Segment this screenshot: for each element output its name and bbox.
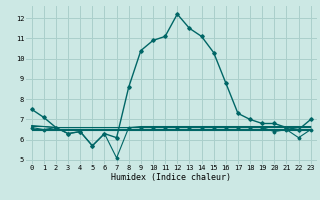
X-axis label: Humidex (Indice chaleur): Humidex (Indice chaleur) [111,173,231,182]
